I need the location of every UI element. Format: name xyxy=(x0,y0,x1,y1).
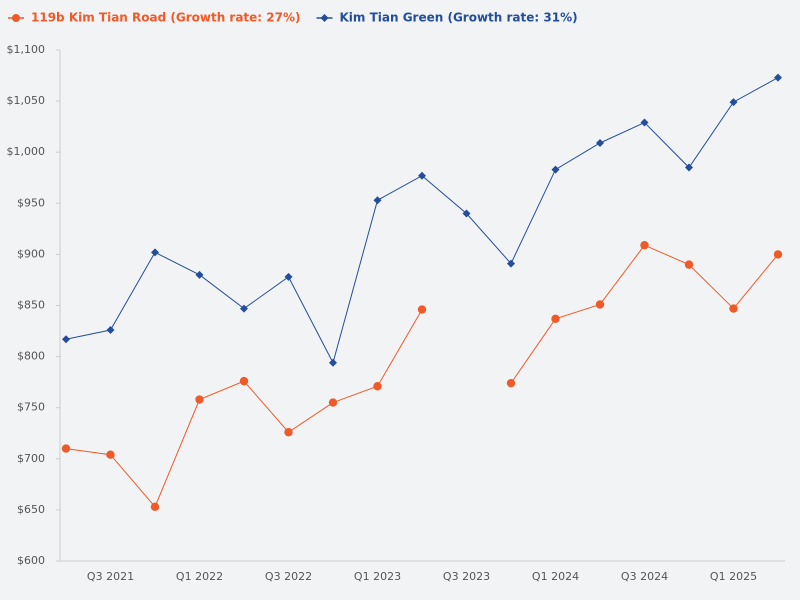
point xyxy=(596,139,604,148)
x-tick-label: Q3 2021 xyxy=(87,570,134,583)
legend: 119b Kim Tian Road (Growth rate: 27%) Kim… xyxy=(8,11,578,25)
x-tick-label: Q3 2024 xyxy=(621,570,668,583)
point xyxy=(329,358,337,367)
y-tick-label: $950 xyxy=(17,196,45,209)
point xyxy=(506,378,516,388)
point xyxy=(640,241,649,250)
point xyxy=(106,326,115,335)
series-line xyxy=(65,77,779,365)
point xyxy=(284,428,293,437)
x-tick-label: Q1 2023 xyxy=(354,570,401,583)
y-tick-label: $1,050 xyxy=(7,94,46,107)
point xyxy=(774,73,782,82)
y-tick-label: $600 xyxy=(17,554,45,567)
point xyxy=(684,260,694,269)
point xyxy=(418,171,426,180)
point xyxy=(284,272,293,281)
point xyxy=(729,98,738,107)
point xyxy=(417,305,427,314)
point xyxy=(462,209,471,218)
point xyxy=(551,314,560,323)
x-tick-label: Q3 2022 xyxy=(265,570,312,583)
series-line xyxy=(65,244,779,508)
point xyxy=(640,118,649,127)
y-tick-label: $700 xyxy=(17,452,45,465)
point xyxy=(729,304,738,313)
point xyxy=(773,250,783,259)
point xyxy=(239,376,249,386)
y-tick-label: $800 xyxy=(17,350,45,363)
legend-label: 119b Kim Tian Road (Growth rate: 27%) xyxy=(31,11,301,25)
y-tick-label: $650 xyxy=(17,503,45,516)
y-tick-label: $1,100 xyxy=(7,43,46,56)
point xyxy=(195,270,204,279)
point xyxy=(507,259,515,268)
y-tick-label: $1,000 xyxy=(7,145,46,158)
legend-label: Kim Tian Green (Growth rate: 31%) xyxy=(340,11,578,25)
y-tick-label: $850 xyxy=(17,299,45,312)
y-tick-label: $900 xyxy=(17,247,45,260)
x-tick-label: Q1 2022 xyxy=(176,570,223,583)
point xyxy=(62,335,70,344)
x-tick-label: Q1 2025 xyxy=(710,570,757,583)
point xyxy=(551,165,560,174)
legend-marker xyxy=(12,14,20,22)
point xyxy=(240,304,248,313)
point xyxy=(150,502,160,512)
y-tick-label: $750 xyxy=(17,401,45,414)
point xyxy=(195,395,204,404)
point xyxy=(595,300,605,309)
point xyxy=(685,163,693,172)
x-tick-label: Q3 2023 xyxy=(443,570,490,583)
point xyxy=(61,444,71,453)
point xyxy=(151,248,159,257)
legend-marker xyxy=(320,14,329,22)
point xyxy=(373,382,382,391)
x-tick-label: Q1 2024 xyxy=(532,570,579,583)
point xyxy=(328,398,338,407)
point xyxy=(106,450,115,459)
point xyxy=(373,196,382,205)
